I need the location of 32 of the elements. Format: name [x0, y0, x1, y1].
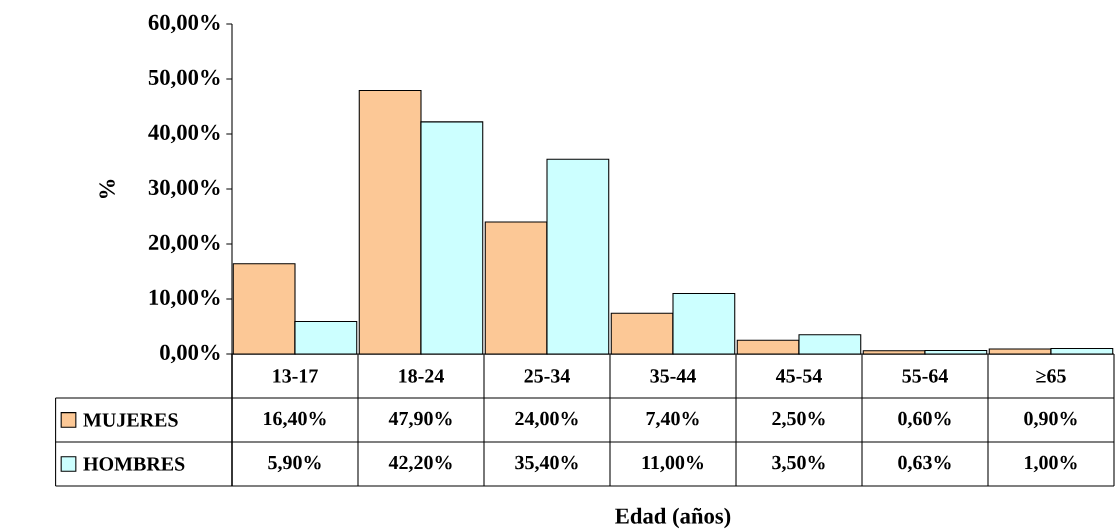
data-label: 0,90% [1024, 411, 1077, 429]
legend-label: HOMBRES [83, 457, 185, 471]
y-axis-title: % [99, 179, 115, 198]
x-tick-label: 55-64 [902, 369, 948, 383]
data-label: 0,60% [898, 411, 951, 429]
data-label: 42,20% [388, 455, 452, 473]
data-label: 3,50% [772, 455, 825, 473]
data-label: 0,63% [898, 455, 951, 473]
x-tick-label: ≥65 [1036, 369, 1066, 383]
data-label: 7,40% [646, 411, 699, 429]
y-tick-label: 60,00% [148, 14, 220, 34]
data-label: 35,40% [515, 455, 578, 473]
y-tick-label: 10,00% [149, 289, 220, 309]
y-tick-label: 0,00% [160, 344, 220, 364]
x-tick-label: 18-24 [399, 369, 444, 383]
x-tick-label: 35-44 [650, 369, 696, 383]
y-tick-label: 50,00% [148, 69, 220, 89]
x-tick-label: 45-54 [775, 369, 822, 383]
y-tick-label: 20,00% [148, 234, 220, 254]
data-label: 24,00% [515, 411, 578, 429]
legend-label: MUJERES [83, 413, 178, 427]
x-tick-label: 13-17 [273, 369, 318, 383]
data-label: 1,00% [1025, 455, 1077, 473]
x-tick-label: 25-34 [524, 369, 570, 383]
data-label: 2,50% [772, 411, 825, 429]
data-label: 16,40% [264, 411, 326, 429]
text: Edad (años) [615, 507, 731, 529]
data-label: 47,90% [388, 411, 452, 429]
y-tick-label: 40,00% [148, 124, 220, 144]
data-label: 11,00% [642, 455, 704, 473]
data-label: 5,90% [268, 455, 321, 473]
y-tick-label: 30,00% [148, 179, 220, 199]
